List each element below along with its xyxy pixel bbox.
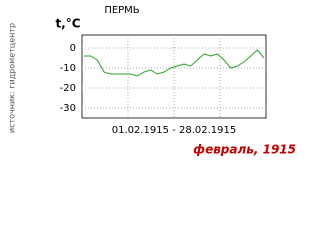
chart-title: ПЕРМЬ: [104, 5, 139, 16]
source: источник: гидрометцентр: [8, 23, 17, 133]
y-tick-label: -20: [60, 83, 76, 94]
y-tick-label: -10: [60, 63, 76, 74]
y-axis-label: t,°C: [55, 17, 80, 31]
footer: февраль, 1915: [193, 143, 296, 157]
temperature-line: [84, 49, 265, 77]
background: [0, 0, 300, 160]
y-tick-label: 0: [70, 43, 76, 54]
vertical-grid: [127, 35, 221, 118]
y-tick-label: -30: [60, 103, 76, 114]
chart: ПЕРМЬ t,°C источник: гидрометцентр 01.02…: [0, 0, 300, 160]
x-axis-label: 01.02.1915 - 28.02.1915: [112, 125, 236, 136]
